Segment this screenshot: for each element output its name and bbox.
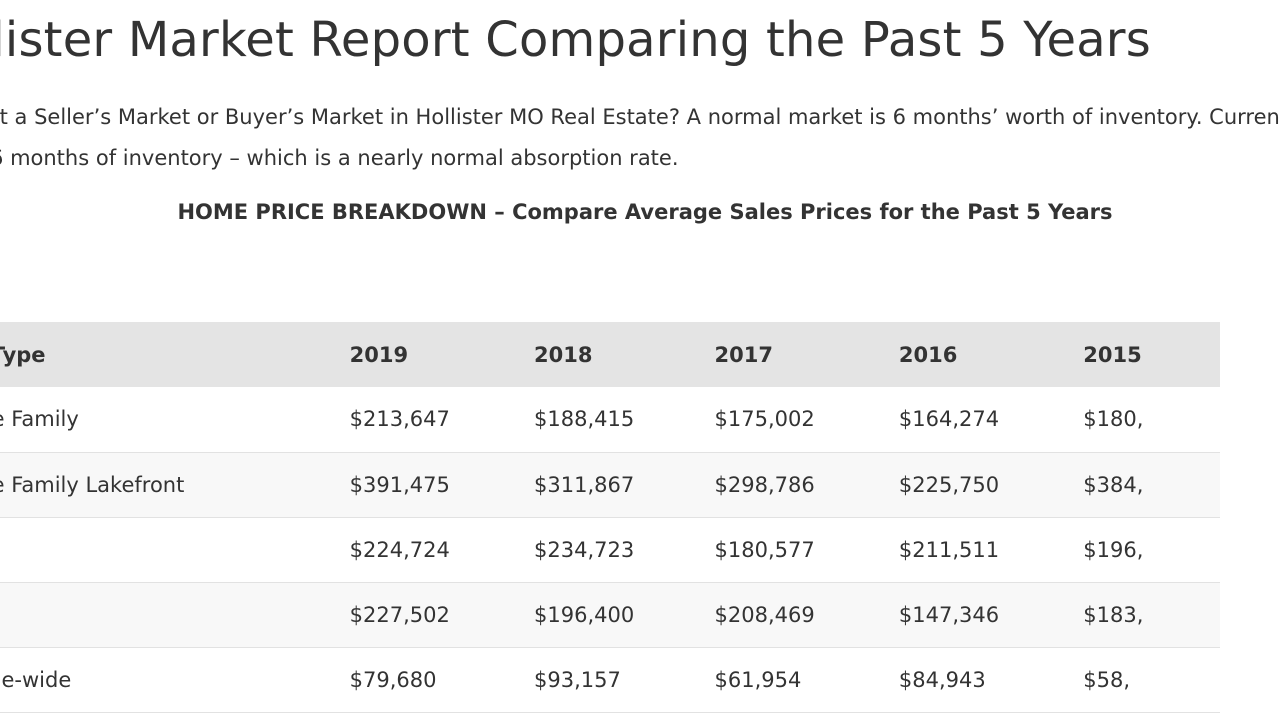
column-header-2019: 2019	[349, 342, 409, 367]
price-table: Sub-Type 2019 2018 2017 2016 2015 Single…	[0, 322, 1220, 713]
table-cell: $93,157	[534, 667, 621, 692]
table-cell: $298,786	[714, 472, 815, 497]
table-row: $227,502 $196,400 $208,469 $147,346 $183…	[0, 582, 1220, 647]
table-cell: $391,475	[349, 472, 450, 497]
column-header-subtype: Sub-Type	[0, 342, 46, 367]
table-cell: $234,723	[534, 537, 635, 562]
table-cell-subtype: Single Family Lakefront	[0, 472, 185, 497]
breakdown-title: HOME PRICE BREAKDOWN – Compare Average S…	[177, 200, 1113, 224]
table-cell-subtype	[0, 582, 350, 647]
table-cell: $208,469	[714, 602, 815, 627]
table-cell: $79,680	[349, 667, 437, 692]
column-header-2017: 2017	[714, 342, 773, 367]
table-cell: $196,400	[534, 602, 635, 627]
table-cell-subtype: Double-wide	[0, 667, 72, 692]
column-header-2016: 2016	[898, 342, 958, 367]
table-row: $224,724 $234,723 $180,577 $211,511 $196…	[0, 517, 1220, 582]
table-row: Single Family $213,647 $188,415 $175,002…	[0, 387, 1220, 452]
table-cell: $227,502	[349, 602, 450, 627]
table-cell-subtype	[0, 517, 350, 582]
table-cell: $84,943	[898, 667, 986, 692]
table-cell-subtype: Single Family	[0, 407, 79, 432]
table-cell: $224,724	[349, 537, 450, 562]
intro-line-2: 5.6 months of inventory – which is a nea…	[0, 146, 679, 170]
table-cell: $196,	[1083, 537, 1144, 562]
table-cell: $213,647	[349, 407, 450, 432]
table-cell: $384,	[1083, 472, 1144, 497]
page-heading: Hollister Market Report Comparing the Pa…	[0, 12, 1151, 68]
table-row: Double-wide $79,680 $93,157 $61,954 $84,…	[0, 647, 1220, 712]
table-header-row: Sub-Type 2019 2018 2017 2016 2015	[0, 322, 1220, 387]
intro-paragraph: Is it a Seller’s Market or Buyer’s Marke…	[0, 97, 1280, 179]
table-cell: $147,346	[898, 602, 1000, 627]
table-cell: $311,867	[534, 472, 635, 497]
column-header-2015: 2015	[1083, 342, 1142, 367]
table-cell: $175,002	[714, 407, 815, 432]
table-cell: $225,750	[898, 472, 1000, 497]
table-cell: $183,	[1083, 602, 1144, 627]
table-row: Single Family Lakefront $391,475 $311,86…	[0, 452, 1220, 517]
table-cell: $180,577	[714, 537, 815, 562]
table-cell: $164,274	[898, 407, 1000, 432]
table-cell: $61,954	[714, 667, 802, 692]
table-cell: $180,	[1083, 407, 1144, 432]
intro-line-1: Is it a Seller’s Market or Buyer’s Marke…	[0, 105, 1280, 129]
column-header-2018: 2018	[534, 342, 593, 367]
table-cell: $188,415	[534, 407, 635, 432]
table-cell: $211,511	[898, 537, 1000, 562]
table-cell: $58,	[1083, 667, 1131, 692]
